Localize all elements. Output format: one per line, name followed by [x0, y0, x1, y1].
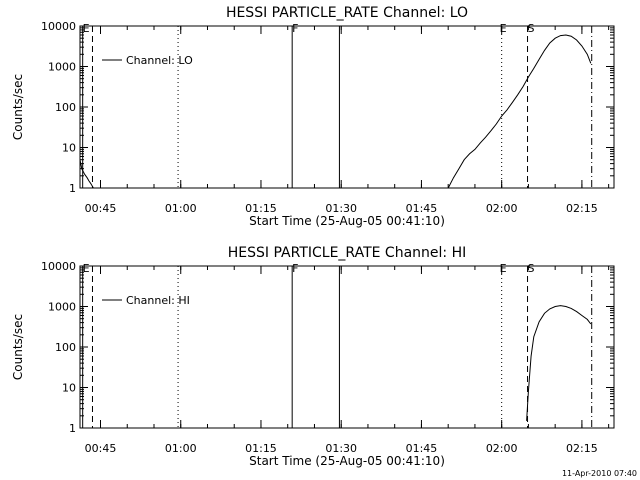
y-tick-label: 100 [55, 341, 76, 354]
footer-timestamp: 11-Apr-2010 07:40 [562, 469, 637, 478]
plot-frame [79, 25, 615, 189]
x-tick-label: 00:45 [85, 202, 117, 215]
y-tick-label: 1 [69, 182, 76, 195]
x-tick-label: 02:15 [566, 442, 598, 455]
legend-label: Channel: HI [126, 294, 190, 307]
y-axis-label: Counts/sec [11, 74, 25, 140]
event-marker-label: S [528, 22, 535, 35]
y-tick-label: 10 [62, 142, 76, 155]
x-tick-label: 00:45 [85, 442, 117, 455]
y-tick-label: 10000 [41, 20, 76, 33]
y-tick-label: 1000 [48, 301, 76, 314]
plot-frame [79, 265, 615, 429]
x-tick-label: 01:45 [406, 442, 438, 455]
event-marker-label: F [292, 22, 298, 35]
x-tick-label: 01:15 [245, 442, 277, 455]
x-tick-label: 01:30 [325, 202, 357, 215]
chart-title: HESSI PARTICLE_RATE Channel: HI [228, 245, 466, 261]
event-marker-label: E [83, 262, 90, 275]
chart-title: HESSI PARTICLE_RATE Channel: LO [226, 5, 468, 21]
series-line [447, 34, 592, 189]
event-marker-label: E [500, 22, 507, 35]
x-tick-label: 01:00 [165, 442, 197, 455]
x-tick-label: 01:45 [406, 202, 438, 215]
x-axis-label: Start Time (25-Aug-05 00:41:10) [249, 214, 445, 228]
x-tick-label: 01:00 [165, 202, 197, 215]
event-marker-label: F [292, 262, 298, 275]
x-axis-label: Start Time (25-Aug-05 00:41:10) [249, 454, 445, 468]
series-line [79, 159, 94, 189]
hi-channel-panel: HESSI PARTICLE_RATE Channel: HI 1 10 100 100… [11, 245, 615, 468]
y-tick-label: 10 [62, 382, 76, 395]
y-axis-label: Counts/sec [11, 314, 25, 380]
event-marker-label: E [83, 22, 90, 35]
legend-label: Channel: LO [126, 54, 193, 67]
y-tick-label: 10000 [41, 260, 76, 273]
x-tick-label: 01:15 [245, 202, 277, 215]
lo-channel-panel: HESSI PARTICLE_RATE Channel: LO 1 10 100 100… [11, 5, 615, 228]
x-tick-label: 02:00 [486, 442, 518, 455]
x-tick-label: 01:30 [325, 442, 357, 455]
x-tick-label: 02:00 [486, 202, 518, 215]
y-tick-label: 1000 [48, 61, 76, 74]
y-tick-label: 1 [69, 422, 76, 435]
series-line [526, 305, 592, 421]
event-marker-label: S [528, 262, 535, 275]
y-tick-label: 100 [55, 101, 76, 114]
x-tick-label: 02:15 [566, 202, 598, 215]
event-marker-label: E [500, 262, 507, 275]
